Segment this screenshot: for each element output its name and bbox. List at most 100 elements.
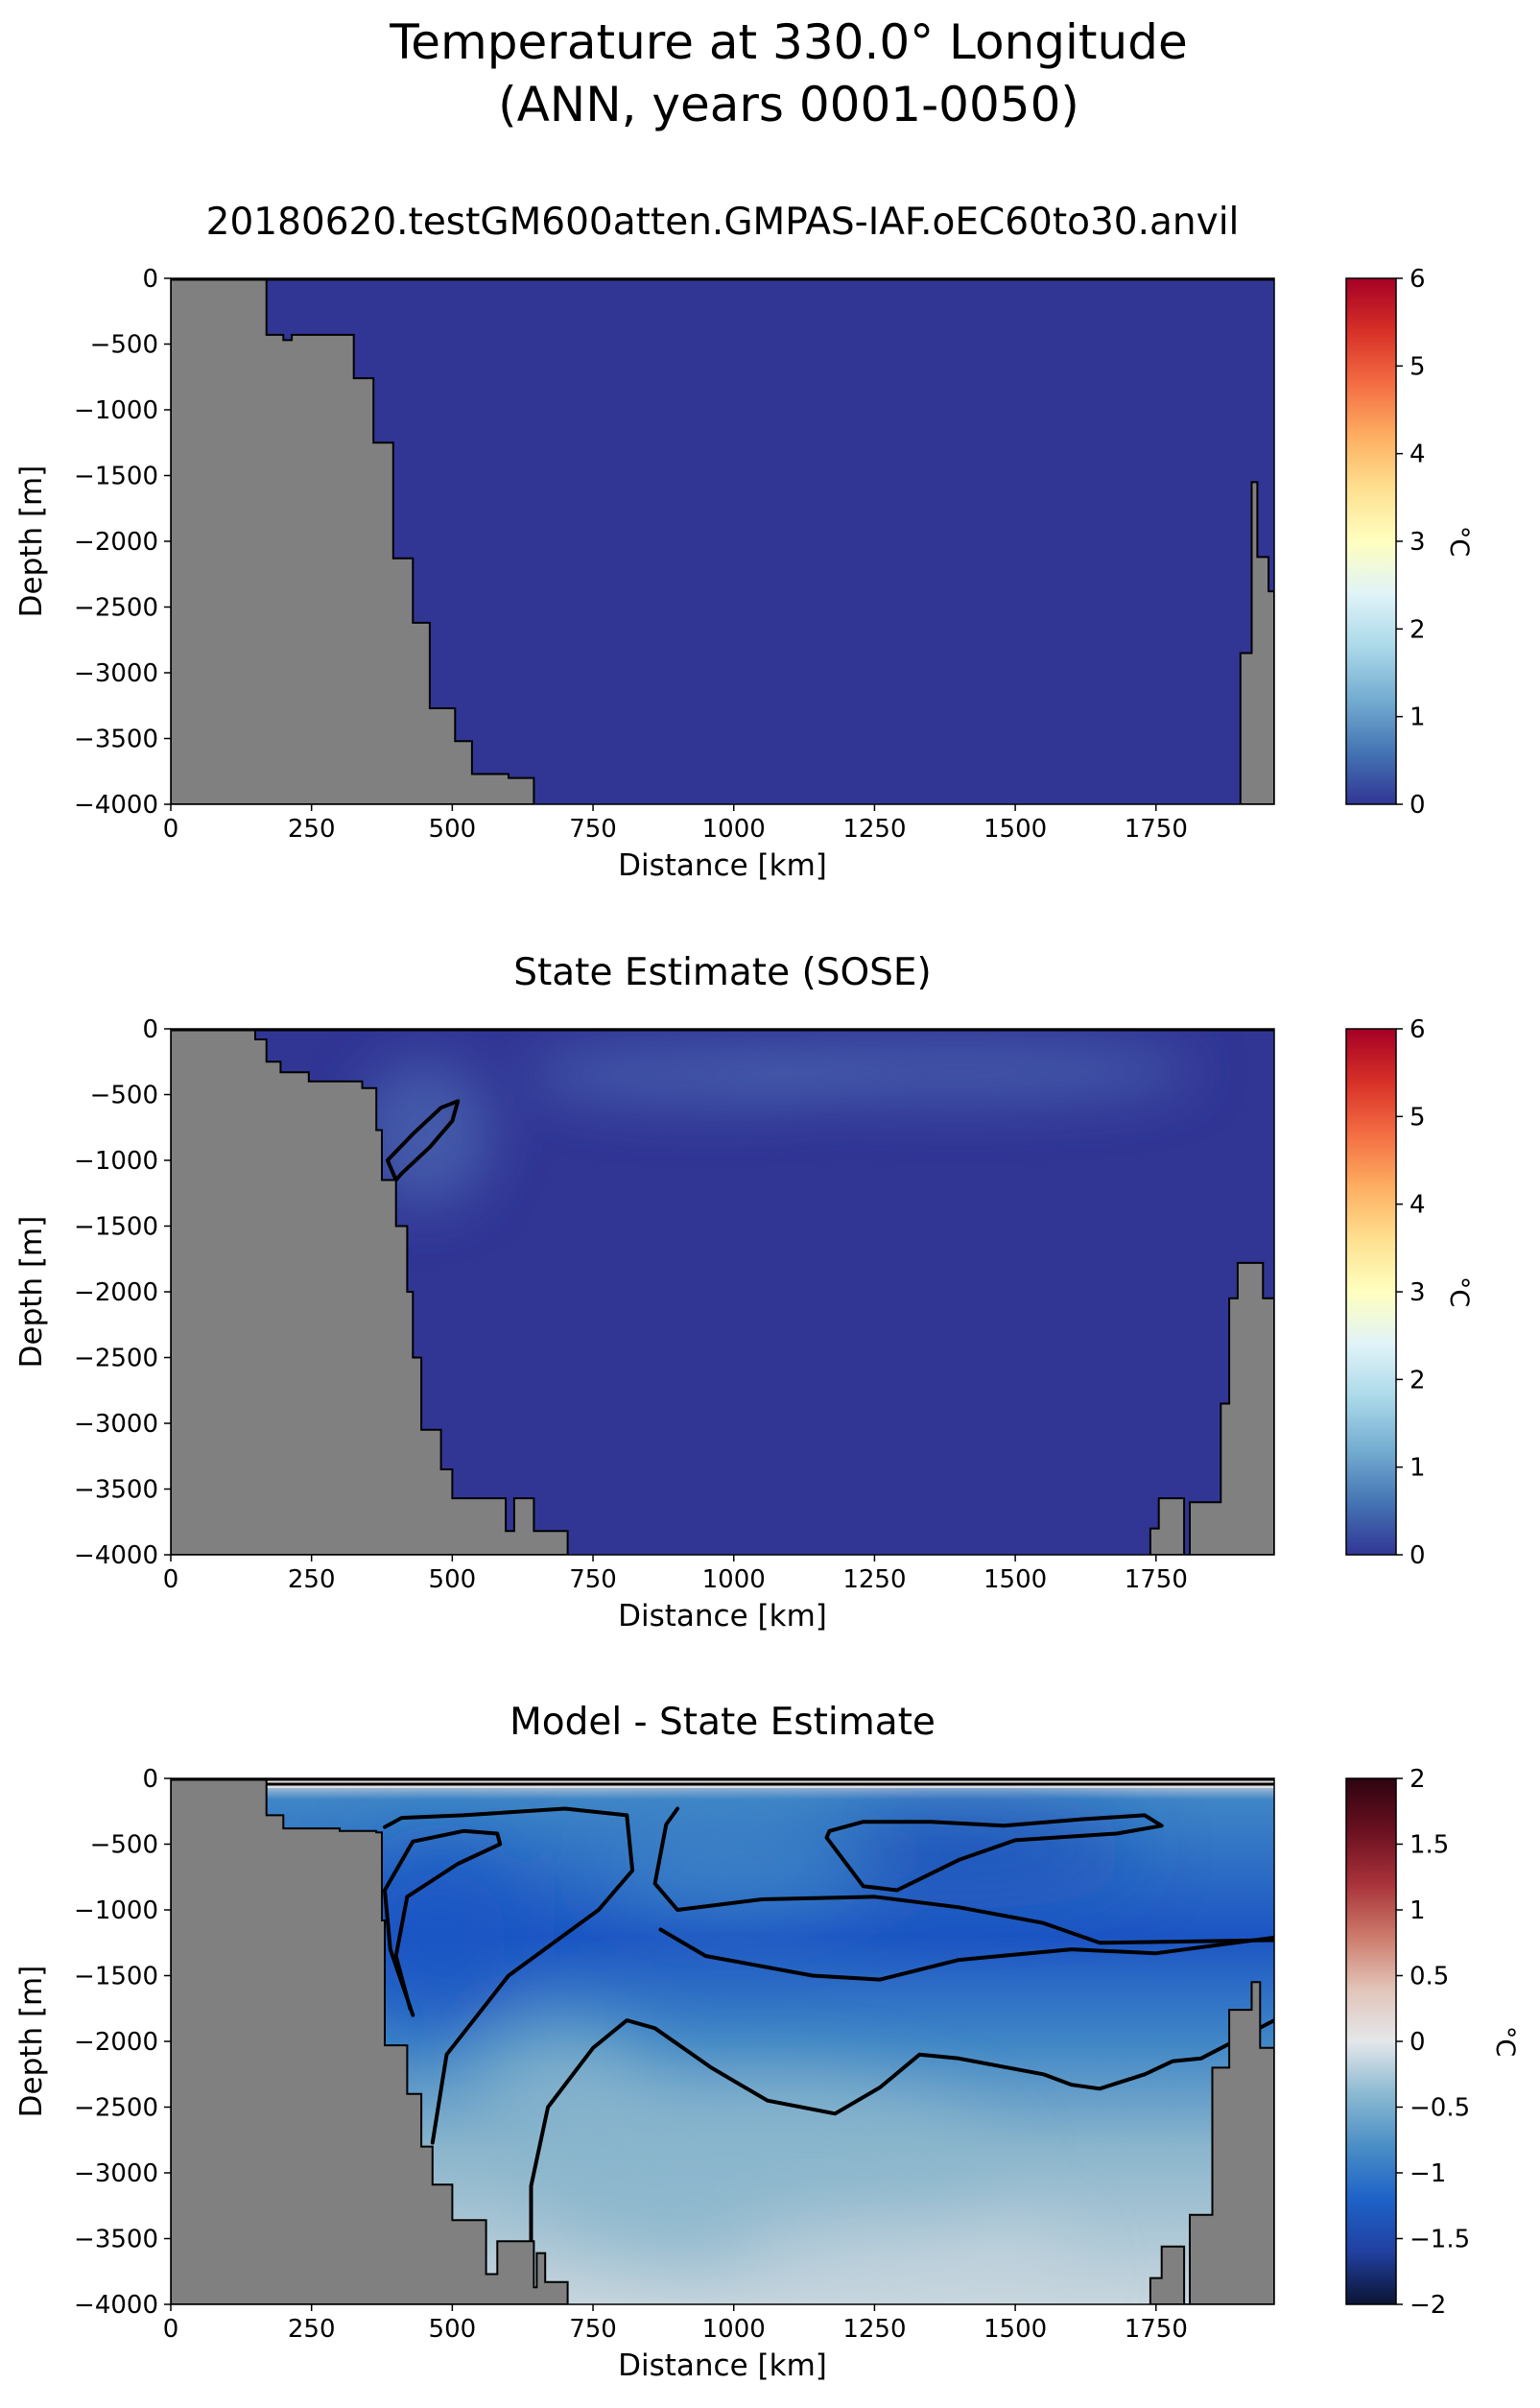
y-tick-label: −2500: [74, 1345, 158, 1373]
colorbar: [1345, 1777, 1397, 2305]
colorbar-tick-label: 3: [1410, 528, 1426, 557]
field-blob: [778, 1816, 1140, 1885]
contour-line: [383, 1828, 503, 2017]
x-tick-label: 750: [569, 1565, 617, 1594]
x-tick-label: 250: [288, 815, 336, 844]
y-tick-label: −500: [90, 1082, 158, 1110]
colorbar-tick-label: 2: [1410, 1366, 1426, 1395]
panel-title: 20180620.testGM600atten.GMPAS-IAF.oEC60t…: [206, 201, 1240, 244]
colorbar-tick-label: 0: [1410, 2028, 1426, 2057]
y-tick-label: −1000: [74, 1896, 158, 1925]
contour-line: [824, 1813, 1164, 1893]
x-tick-label: 500: [429, 1565, 477, 1594]
x-tick-label: 1000: [702, 2315, 766, 2344]
colorbar-tick-label: −1.5: [1410, 2226, 1470, 2254]
colorbar-tick-label: −1: [1410, 2159, 1446, 2188]
bathymetry-right: [1149, 1981, 1274, 2304]
x-tick-label: 0: [163, 1565, 179, 1594]
plot-area: [171, 278, 1274, 804]
colorbar-label: °C: [1444, 526, 1474, 557]
colorbar-tick-label: 6: [1410, 1015, 1426, 1044]
y-tick-label: −500: [90, 331, 158, 360]
contour-line: [658, 1927, 1274, 1982]
x-tick-label: 500: [429, 815, 477, 844]
x-tick-label: 1750: [1125, 1565, 1188, 1594]
colorbar-tick-label: 0: [1410, 1541, 1426, 1570]
field-blob: [733, 2225, 1072, 2304]
contour-line: [385, 1099, 461, 1182]
y-axis-label: Depth [m]: [14, 1216, 49, 1369]
figure-title-line1: Temperature at 330.0° Longitude: [389, 14, 1187, 70]
x-tick-label: 250: [288, 1565, 336, 1594]
x-tick-label: 1500: [983, 815, 1047, 844]
x-tick-label: 1000: [702, 815, 766, 844]
colorbar-tick-label: 2: [1410, 1765, 1426, 1794]
colorbar-label: °C: [1444, 1276, 1474, 1307]
colorbar-tick-label: 1: [1410, 1896, 1426, 1925]
y-tick-label: −1000: [74, 1147, 158, 1176]
x-tick-label: 1250: [842, 2315, 906, 2344]
bathymetry-left: [171, 278, 535, 804]
y-tick-label: −2000: [74, 1278, 158, 1307]
colorbar-tick-label: 3: [1410, 1278, 1426, 1307]
y-tick-label: 0: [142, 1765, 158, 1794]
colorbar-tick-label: 4: [1410, 441, 1426, 469]
x-tick-label: 750: [569, 2315, 617, 2344]
field-blob: [474, 2028, 655, 2160]
y-tick-label: −3000: [74, 1410, 158, 1439]
plot-area: [171, 1029, 1274, 1555]
warm-patch: [723, 1040, 1196, 1102]
y-tick-label: −4000: [74, 791, 158, 820]
y-tick-label: −2500: [74, 2094, 158, 2123]
colorbar-tick-label: 1: [1410, 1454, 1426, 1483]
colorbar-label: °C: [1490, 2026, 1520, 2057]
y-tick-label: −3500: [74, 1476, 158, 1505]
y-tick-label: −2500: [74, 594, 158, 623]
y-tick-label: −1500: [74, 1213, 158, 1242]
y-tick-label: −1500: [74, 463, 158, 491]
y-tick-label: −3500: [74, 726, 158, 754]
x-axis-label: Distance [km]: [618, 2348, 827, 2383]
bathymetry-right: [1239, 481, 1274, 804]
y-tick-label: −4000: [74, 1541, 158, 1570]
chart-panel-3: Model - State Estimate 0 250 500 750 1000 1250…: [14, 1701, 1520, 2383]
bathymetry-right: [1149, 1261, 1274, 1555]
y-tick-label: −2000: [74, 528, 158, 557]
colorbar-tick-label: 1.5: [1410, 1831, 1449, 1860]
panels: 20180620.testGM600atten.GMPAS-IAF.oEC60t…: [14, 201, 1520, 2383]
x-tick-label: 1500: [983, 1565, 1047, 1594]
y-tick-label: −3000: [74, 2159, 158, 2188]
panel-title: State Estimate (SOSE): [513, 951, 932, 994]
y-tick-label: 0: [142, 265, 158, 294]
y-tick-label: −500: [90, 1831, 158, 1860]
x-tick-label: 1250: [842, 815, 906, 844]
colorbar: [1345, 1028, 1397, 1556]
figure-title-line2: (ANN, years 0001-0050): [498, 77, 1079, 132]
colorbar-tick-label: 6: [1410, 265, 1426, 294]
colorbar-tick-label: 5: [1410, 1103, 1426, 1132]
field-blobs: [350, 1816, 1140, 2304]
x-tick-label: 0: [163, 2315, 179, 2344]
x-tick-label: 1750: [1125, 815, 1188, 844]
colorbar-tick-label: −0.5: [1410, 2094, 1470, 2123]
colorbar-tick-label: 0.5: [1410, 1963, 1449, 1991]
y-axis-label: Depth [m]: [14, 465, 49, 618]
x-tick-label: 0: [163, 815, 179, 844]
x-tick-label: 1000: [702, 1565, 766, 1594]
field-blob: [598, 1818, 869, 1911]
contour-line: [529, 2018, 1274, 2287]
x-tick-label: 1750: [1125, 2315, 1188, 2344]
colorbar: [1345, 277, 1397, 805]
colorbar-tick-label: −2: [1410, 2291, 1446, 2320]
bathymetry-left: [171, 1778, 569, 2304]
contour-line: [383, 1806, 635, 2145]
y-tick-label: −3000: [74, 659, 158, 688]
panel-title: Model - State Estimate: [509, 1701, 936, 1744]
y-tick-label: 0: [142, 1015, 158, 1044]
colorbar-tick-label: 1: [1410, 703, 1426, 732]
x-tick-label: 1500: [983, 2315, 1047, 2344]
y-axis-label: Depth [m]: [14, 1966, 49, 2118]
bathymetry-left: [171, 1029, 569, 1555]
chart-panel-1: 20180620.testGM600atten.GMPAS-IAF.oEC60t…: [14, 201, 1474, 883]
